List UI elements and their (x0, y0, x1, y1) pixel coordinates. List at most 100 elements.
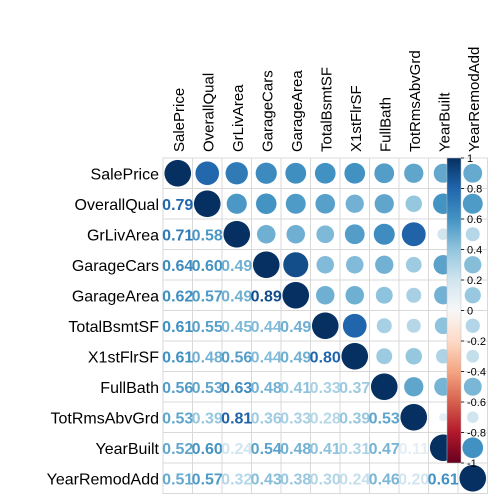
corr-value-label: 0.61 (162, 319, 193, 336)
corr-value-label: 0.71 (162, 227, 193, 244)
grid-cell (280, 432, 311, 464)
corr-circle (403, 163, 424, 184)
corr-value-label: 0.24 (339, 471, 370, 488)
row-label: GarageArea (72, 288, 159, 305)
colorbar-tick-label: -1 (467, 458, 477, 470)
corr-value-label: 0.43 (251, 471, 282, 488)
grid-cell (221, 432, 252, 464)
colorbar-tick-label: 0 (467, 306, 473, 318)
colorbar-gradient (446, 157, 462, 464)
corr-value-label: 0.60 (192, 258, 223, 275)
grid-cell (221, 249, 252, 281)
row-label: TotalBsmtSF (68, 319, 159, 336)
corr-circle (314, 193, 336, 215)
corr-circle (225, 161, 249, 185)
column-label: TotRmsAbvGrd (407, 50, 424, 152)
colorbar-tick-label: -0.6 (467, 397, 486, 409)
corr-circle (370, 372, 399, 401)
row-label: YearRemodAdd (47, 471, 159, 488)
corr-circle (255, 162, 278, 185)
corr-value-label: 0.48 (280, 441, 311, 458)
corr-value-label: 0.54 (251, 441, 282, 458)
corr-value-label: 0.31 (339, 441, 370, 458)
corr-circle (222, 220, 251, 249)
corr-circle (163, 159, 192, 188)
column-label: YearRemodAdd (466, 47, 483, 152)
column-label: GarageArea (289, 70, 306, 152)
grid-cell (162, 310, 193, 342)
grid-cell (192, 371, 223, 403)
corr-circle (463, 255, 482, 274)
corr-value-label: 0.56 (221, 349, 252, 366)
corr-circle (405, 256, 423, 274)
corr-value-label: 0.11 (399, 441, 429, 458)
corr-value-label: 0.44 (251, 319, 282, 336)
column-label: FullBath (377, 97, 394, 152)
corr-value-label: 0.32 (221, 471, 252, 488)
column-labels: SalePrice OverallQual GrLivArea GarageCars G… (171, 47, 483, 152)
corr-value-label: 0.61 (162, 349, 193, 366)
corr-circle (342, 313, 368, 339)
corr-circle (252, 250, 281, 279)
colorbar-tick-label: -0.8 (467, 428, 486, 440)
corr-circle (461, 436, 484, 459)
colorbar-tick-label: -0.2 (467, 336, 486, 348)
corr-circle (403, 376, 424, 397)
corr-value-label: 0.80 (310, 349, 341, 366)
corr-circle (405, 347, 423, 365)
corr-value-label: 0.81 (221, 410, 252, 427)
corr-circle (345, 285, 365, 305)
corr-circle (345, 194, 365, 214)
corr-circle (281, 281, 310, 310)
corr-value-label: 0.53 (192, 380, 223, 397)
corr-circle (256, 224, 276, 244)
corr-value-label: 0.79 (162, 197, 193, 214)
corr-value-label: 0.64 (162, 258, 193, 275)
corr-value-label: 0.62 (162, 288, 193, 305)
colorbar-tick-label: -0.4 (467, 367, 486, 379)
row-label: FullBath (100, 380, 159, 397)
corr-value-label: 0.47 (369, 441, 400, 458)
corr-value-label: 0.36 (251, 410, 282, 427)
grid-cell (221, 340, 252, 372)
corr-circle (285, 193, 307, 215)
row-label: GrLivArea (87, 227, 159, 244)
grid-cell (339, 401, 370, 433)
corr-circle (399, 403, 428, 432)
corr-circle (343, 162, 366, 185)
column-label: GarageCars (259, 70, 276, 152)
corr-value-label: 0.55 (192, 319, 223, 336)
corr-value-label: 0.48 (192, 349, 223, 366)
corr-circle (464, 286, 482, 304)
grid-cell (310, 462, 341, 494)
row-label: TotRmsAbvGrd (51, 410, 159, 427)
corr-circle (465, 226, 481, 242)
corr-value-label: 0.33 (310, 380, 341, 397)
row-label: YearBuilt (96, 441, 160, 458)
corr-value-label: 0.49 (280, 349, 311, 366)
corr-circle (462, 193, 484, 215)
row-label: SalePrice (91, 166, 160, 183)
colorbar: 1 0.8 0.6 0.4 0.2 0 -0.2 -0.4 -0.6 -0.8 -1 (446, 153, 486, 470)
grid-cell (369, 401, 400, 433)
corr-circle (462, 163, 483, 184)
corr-value-label: 0.49 (221, 288, 252, 305)
colorbar-tick-label: 1 (467, 153, 473, 165)
grid-cell (428, 462, 459, 494)
corr-circle (315, 285, 335, 305)
corr-circle (458, 464, 487, 493)
corr-circle (311, 311, 340, 340)
grid-cell (192, 462, 223, 494)
corr-circle (255, 193, 277, 215)
corr-value-label: 0.56 (162, 380, 193, 397)
grid-cell (162, 279, 193, 311)
grid-cell (192, 340, 223, 372)
corr-value-label: 0.52 (162, 441, 193, 458)
grid-cell (251, 371, 282, 403)
grid-cell (221, 279, 252, 311)
corr-value-label: 0.51 (162, 471, 193, 488)
corr-circle (373, 223, 396, 246)
grid-cell (251, 279, 282, 311)
